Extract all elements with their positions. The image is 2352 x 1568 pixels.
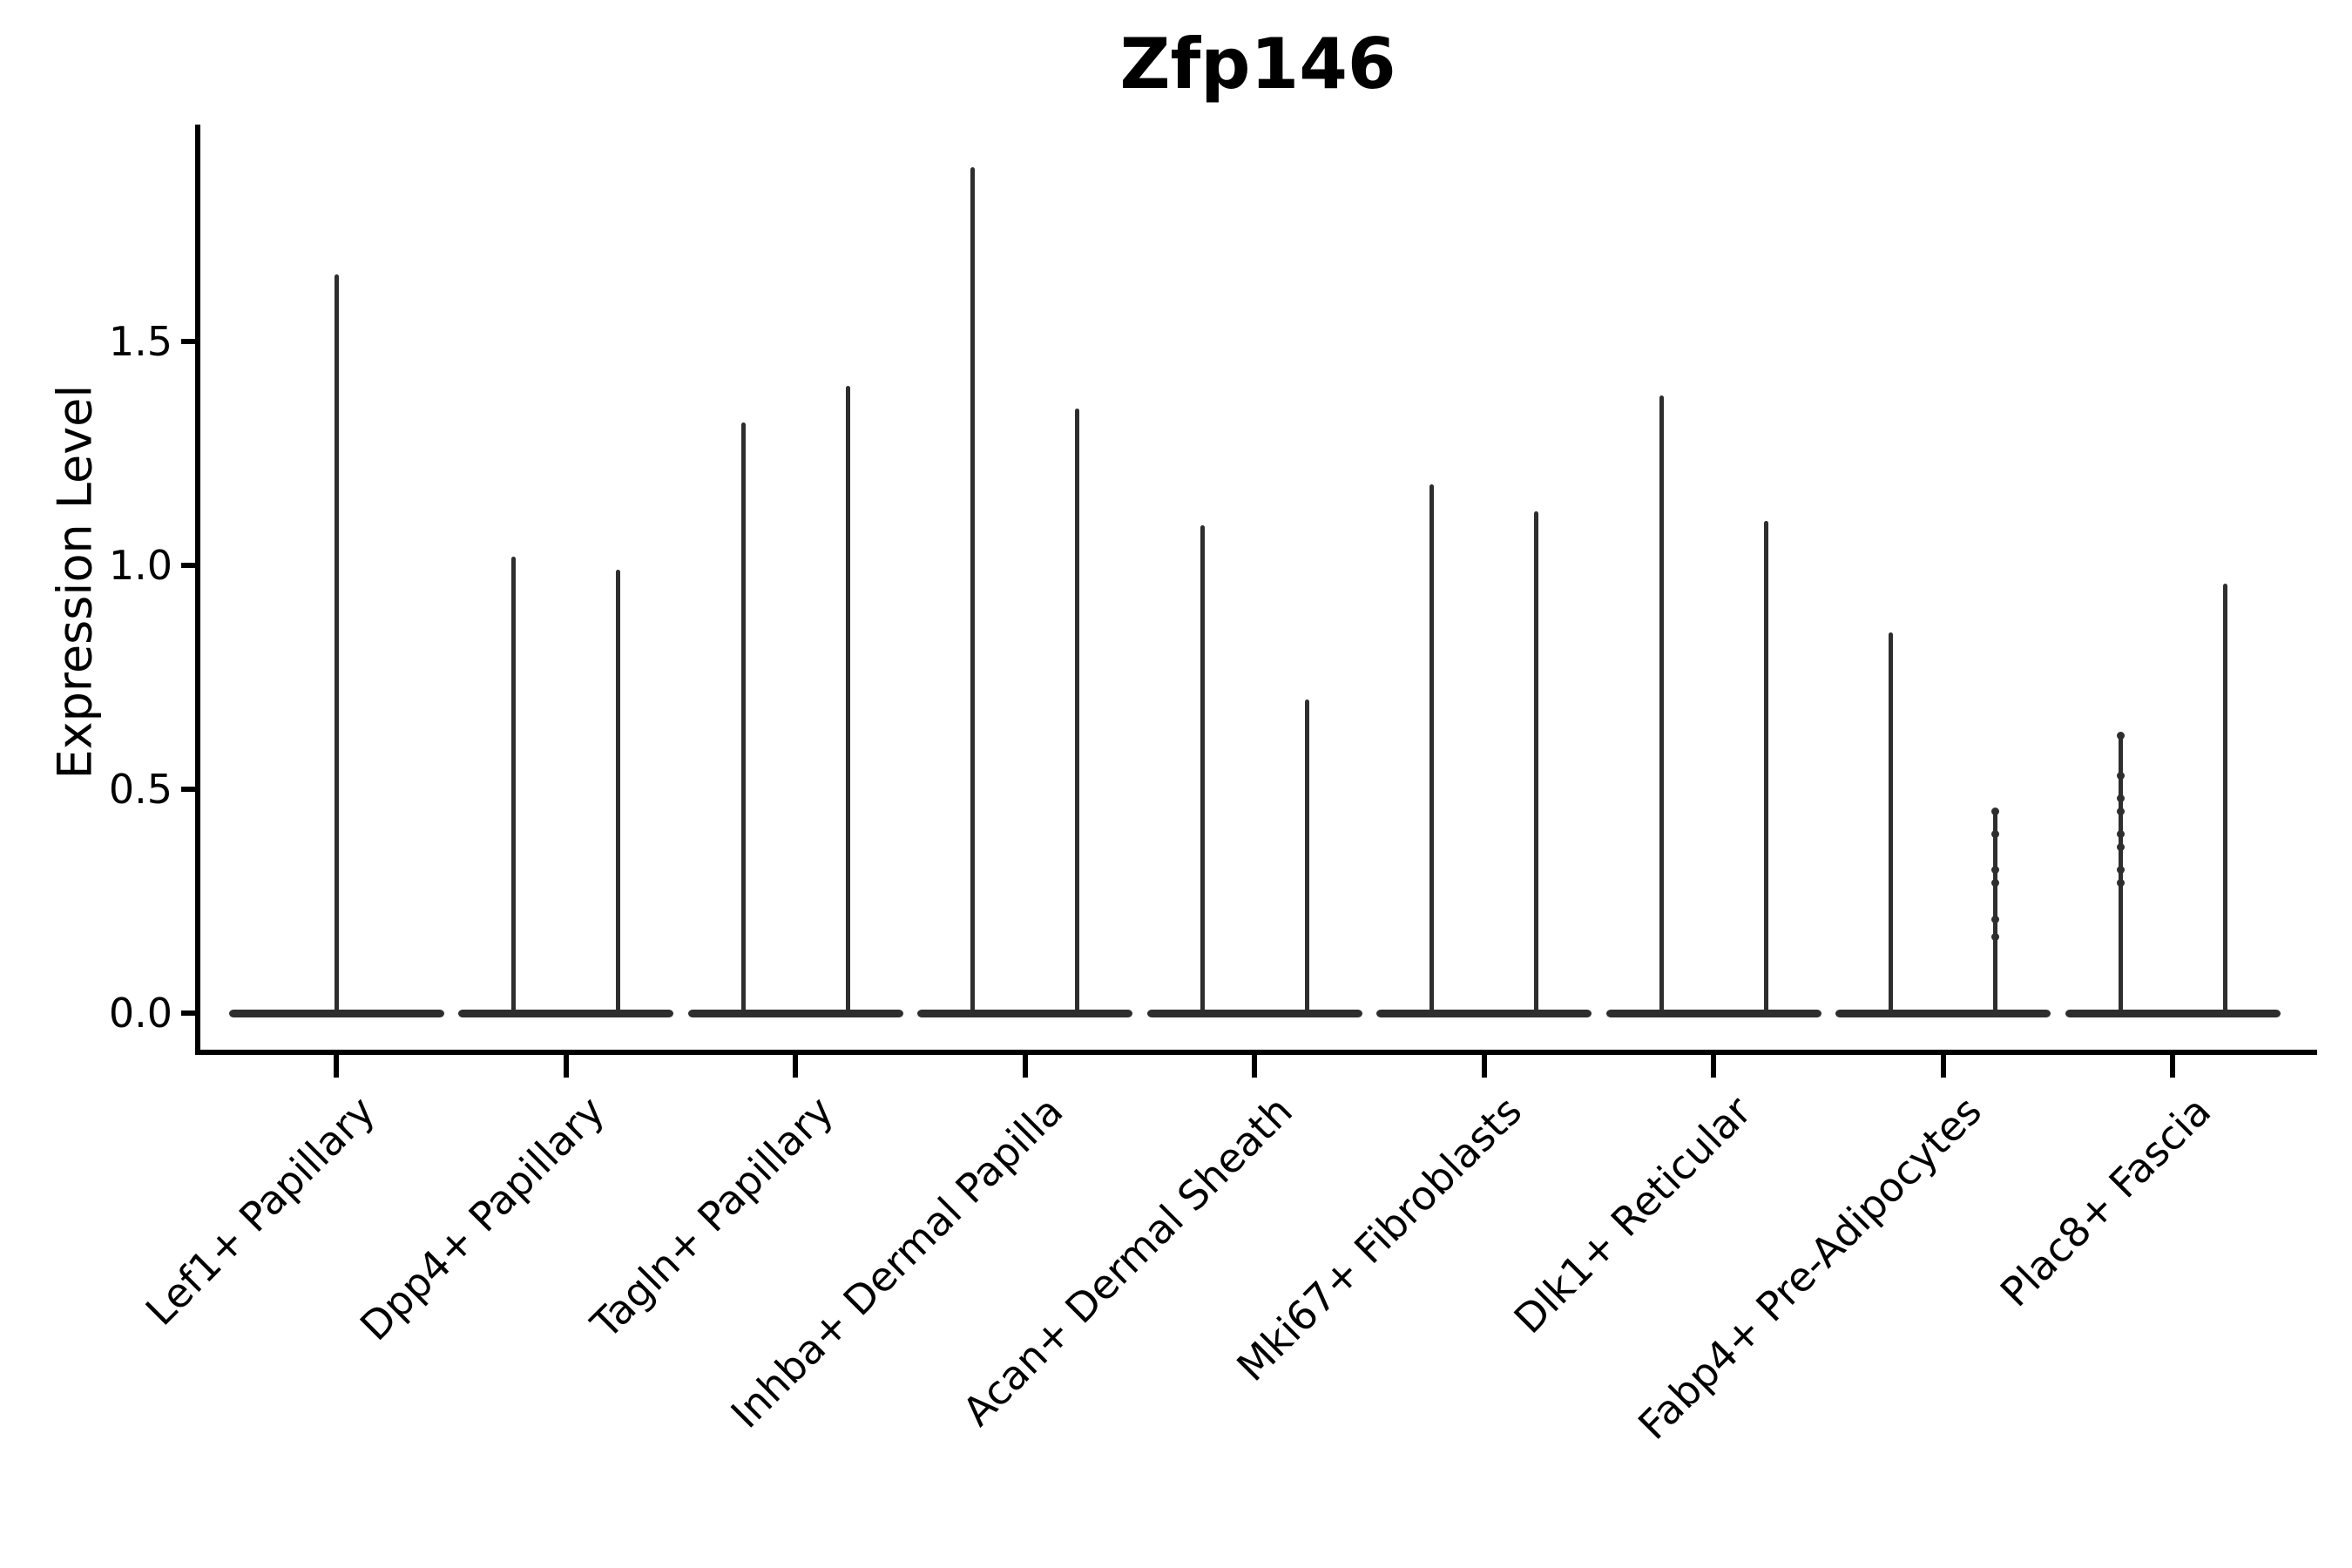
y-tick-mark <box>181 563 195 568</box>
x-tick-label: Dlk1+ Reticular <box>1504 1087 1761 1343</box>
x-tick-mark <box>334 1055 339 1078</box>
violin-needle <box>511 557 516 1013</box>
violin-base <box>458 1009 673 1017</box>
violin-base <box>2065 1009 2281 1017</box>
scatter-dot <box>2116 843 2125 852</box>
violin-needle <box>845 386 850 1013</box>
scatter-dot <box>2116 808 2125 816</box>
chart-title: Zfp146 <box>1119 24 1396 105</box>
scatter-dot <box>1991 879 1999 888</box>
x-tick-label: Plac8+ Fascia <box>1990 1087 2220 1316</box>
x-tick-mark <box>1022 1055 1028 1078</box>
y-tick-mark <box>181 339 195 344</box>
violin-base <box>917 1009 1132 1017</box>
y-tick-label: 0.0 <box>108 990 172 1037</box>
violin-needle <box>1304 700 1309 1013</box>
violin-needle <box>1763 521 1768 1013</box>
violin-needle <box>334 274 339 1013</box>
scatter-dot <box>1991 915 1999 923</box>
violin-needle <box>1200 525 1205 1013</box>
x-tick-mark <box>793 1055 798 1078</box>
violin-needle <box>1075 409 1079 1013</box>
y-tick-label: 1.5 <box>108 318 172 365</box>
violin-base <box>1146 1009 1362 1017</box>
scatter-dot <box>2116 829 2125 838</box>
scatter-dot <box>1991 933 1999 942</box>
x-tick-mark <box>2170 1055 2175 1078</box>
y-axis-label: Expression Level <box>47 384 103 780</box>
scatter-dot <box>1991 808 1999 816</box>
x-tick-label: Tagln+ Papillary <box>582 1087 843 1348</box>
x-tick-mark <box>1481 1055 1487 1078</box>
violin-base <box>228 1009 444 1017</box>
x-tick-mark <box>563 1055 569 1078</box>
scatter-dot <box>2116 794 2125 802</box>
y-tick-label: 1.0 <box>108 542 172 589</box>
violin-needle <box>740 422 746 1013</box>
scatter-dot <box>2116 866 2125 875</box>
scatter-dot <box>1991 829 1999 838</box>
violin-needle <box>616 570 620 1013</box>
violin-base <box>1376 1009 1592 1017</box>
y-axis-spine <box>195 125 200 1055</box>
scatter-dot <box>1991 866 1999 875</box>
violin-needle <box>970 167 975 1013</box>
y-tick-label: 0.5 <box>108 766 172 813</box>
violin-base <box>1835 1009 2051 1017</box>
violin-needle <box>2222 584 2227 1013</box>
x-tick-label: Dpp4+ Papillary <box>350 1087 613 1350</box>
violin-needle <box>2118 735 2123 1013</box>
violin-base <box>1605 1009 1821 1017</box>
x-tick-mark <box>1711 1055 1716 1078</box>
violin-base <box>687 1009 903 1017</box>
violin-needle <box>1534 511 1538 1013</box>
violin-needle <box>1889 632 1893 1013</box>
violin-needle <box>1659 395 1664 1013</box>
violin-needle <box>1993 812 1997 1013</box>
scatter-dot <box>2116 772 2125 781</box>
x-tick-label: Lef1+ Papillary <box>136 1087 384 1335</box>
x-tick-mark <box>1940 1055 1946 1078</box>
y-tick-mark <box>181 787 195 792</box>
x-axis-spine <box>195 1050 2317 1055</box>
scatter-dot <box>2116 879 2125 888</box>
violin-needle <box>1429 484 1434 1013</box>
y-tick-mark <box>181 1010 195 1016</box>
x-tick-mark <box>1252 1055 1257 1078</box>
scatter-dot <box>2116 731 2125 740</box>
